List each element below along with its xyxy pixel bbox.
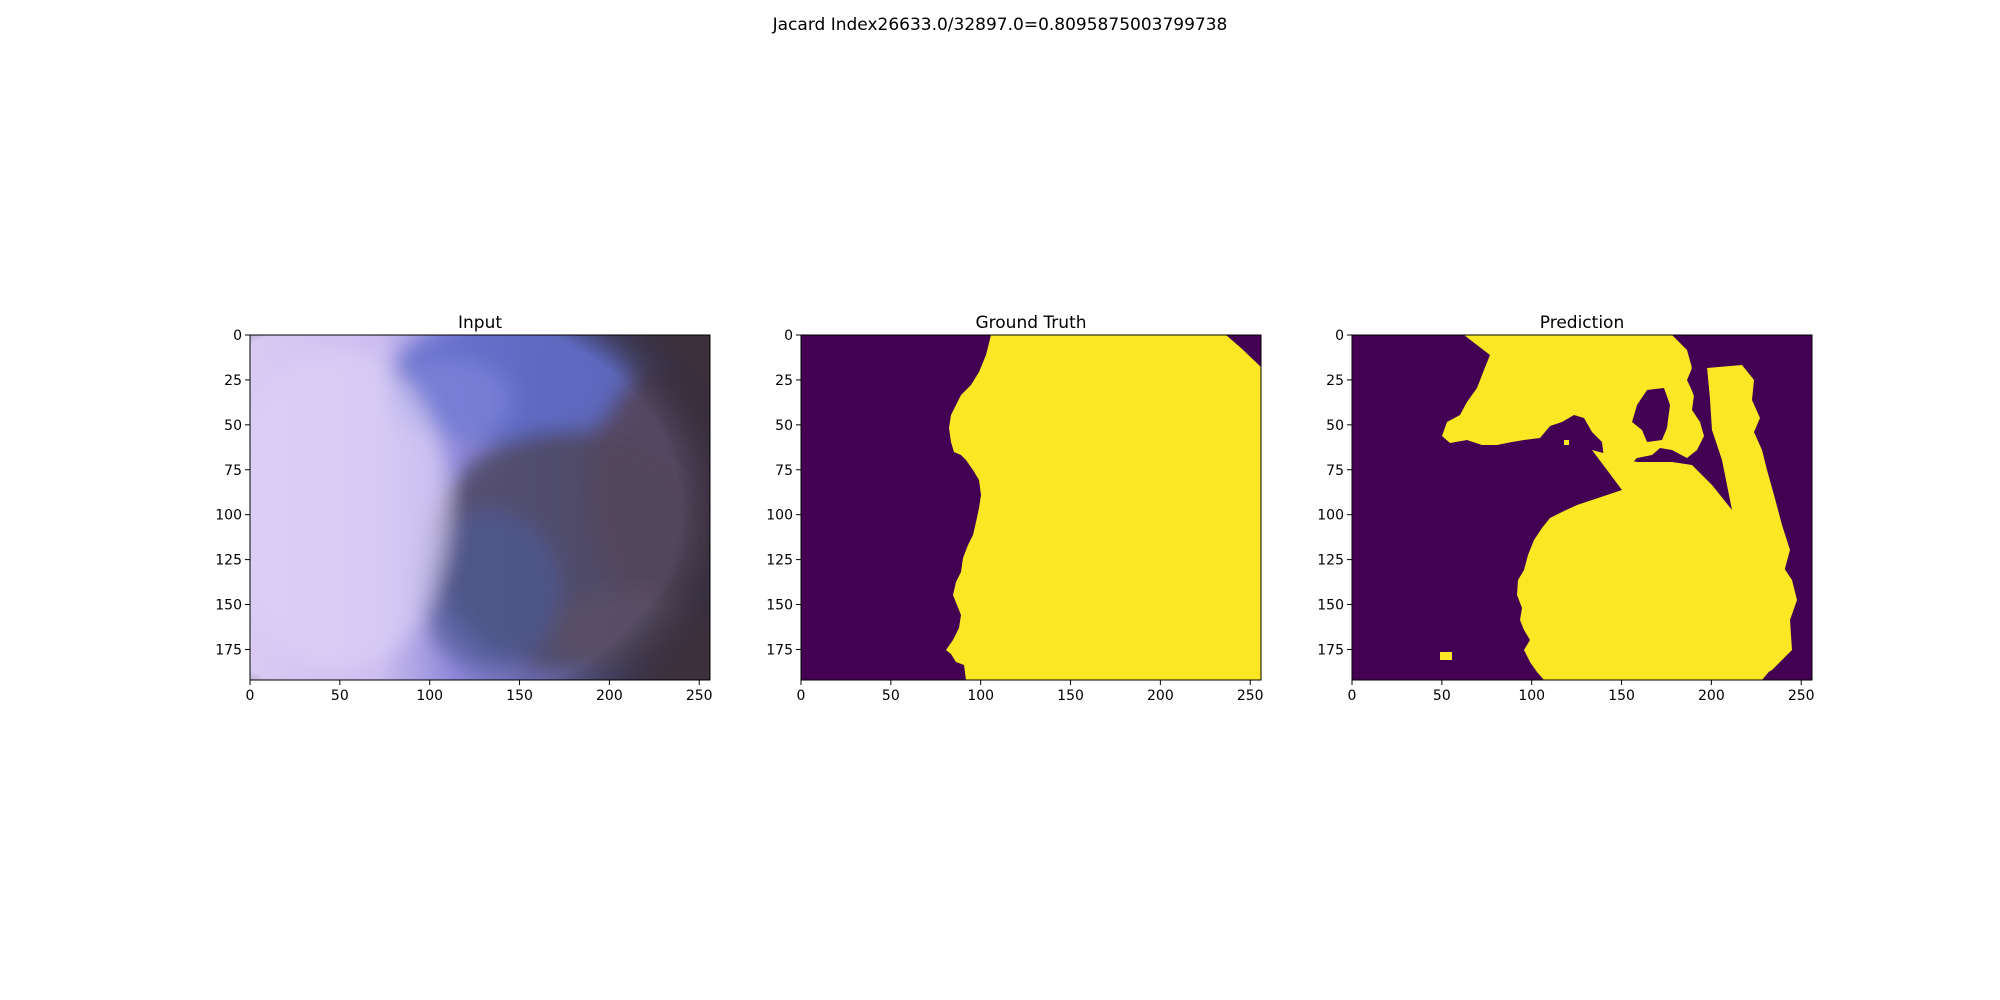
- x-axis: 0 50 100 150 200 250: [246, 680, 713, 704]
- y-axis: 0 25 50 75 100 125 150 175: [1317, 328, 1352, 658]
- x-tick-label: 250: [1237, 688, 1264, 704]
- y-tick-label: 50: [224, 418, 242, 434]
- mask-region-upper: [1442, 335, 1704, 470]
- x-tick-label: 200: [1147, 688, 1174, 704]
- x-tick-label: 50: [882, 688, 900, 704]
- panel-prediction-svg: Prediction 0 50 100 150 200 250 0 25 50: [1317, 313, 1815, 704]
- x-axis: 0 50 100 150 200 250: [797, 680, 1264, 704]
- y-tick-label: 125: [215, 553, 242, 569]
- x-tick-label: 100: [416, 688, 443, 704]
- x-tick-label: 100: [967, 688, 994, 704]
- panel-prediction: Prediction 0 50 100 150 200 250 0 25 50: [1292, 310, 1815, 710]
- panel-title: Prediction: [1540, 313, 1624, 333]
- y-tick-label: 175: [1317, 642, 1344, 658]
- input-image: [250, 335, 710, 680]
- mask-hole: [1690, 365, 1710, 405]
- y-tick-label: 25: [775, 373, 793, 389]
- mask-hole: [1632, 388, 1670, 442]
- y-tick-label: 100: [1317, 508, 1344, 524]
- axes-frame: [1351, 334, 1813, 681]
- y-tick-label: 25: [224, 373, 242, 389]
- mask-speck: [1527, 370, 1533, 380]
- panel-title: Input: [458, 313, 502, 333]
- x-axis: 0 50 100 150 200 250: [1348, 680, 1815, 704]
- y-tick-label: 0: [233, 328, 242, 344]
- y-tick-label: 125: [1317, 553, 1344, 569]
- axes-frame: [800, 334, 1262, 681]
- x-tick-label: 150: [1608, 688, 1635, 704]
- y-tick-label: 150: [766, 598, 793, 614]
- y-tick-label: 0: [1335, 328, 1344, 344]
- x-tick-label: 50: [331, 688, 349, 704]
- y-tick-label: 175: [215, 642, 242, 658]
- y-tick-label: 100: [766, 508, 793, 524]
- y-tick-label: 50: [1326, 418, 1344, 434]
- y-tick-label: 125: [766, 553, 793, 569]
- x-tick-label: 100: [1518, 688, 1545, 704]
- y-axis: 0 25 50 75 100 125 150 175: [215, 328, 250, 658]
- figure-suptitle: Jacard Index26633.0/32897.0=0.8095875003…: [772, 15, 1228, 35]
- x-tick-label: 200: [1698, 688, 1725, 704]
- axes-frame: [249, 334, 711, 681]
- x-tick-label: 50: [1433, 688, 1451, 704]
- panel-input: Input 0 50 100 150 200 250 0 25 50 75 100 125 150 17…: [190, 310, 713, 710]
- x-tick-label: 150: [1057, 688, 1084, 704]
- panel-ground-truth-svg: Ground Truth 0 50 100 150 200 250 0 25 50 75 100 1…: [766, 313, 1264, 704]
- panel-input-svg: Input 0 50 100 150 200 250 0 25 50 75 100 125 150 17…: [215, 313, 713, 704]
- y-tick-label: 150: [1317, 598, 1344, 614]
- y-tick-label: 0: [784, 328, 793, 344]
- mask-speck: [1501, 340, 1511, 348]
- x-tick-label: 0: [797, 688, 806, 704]
- mask-region-lower: [1517, 450, 1797, 680]
- x-tick-label: 250: [686, 688, 713, 704]
- y-tick-label: 100: [215, 508, 242, 524]
- panel-title: Ground Truth: [975, 313, 1086, 333]
- x-tick-label: 150: [506, 688, 533, 704]
- y-tick-label: 50: [775, 418, 793, 434]
- prediction-mask: [1352, 335, 1812, 680]
- x-tick-label: 0: [1348, 688, 1357, 704]
- x-tick-label: 200: [596, 688, 623, 704]
- mask-speck: [1564, 440, 1569, 445]
- x-tick-label: 0: [246, 688, 255, 704]
- y-tick-label: 75: [1326, 463, 1344, 479]
- y-tick-label: 175: [766, 642, 793, 658]
- y-tick-label: 150: [215, 598, 242, 614]
- ground-truth-mask: [801, 335, 1261, 680]
- x-tick-label: 250: [1788, 688, 1815, 704]
- mask-region: [946, 335, 1261, 680]
- y-axis: 0 25 50 75 100 125 150 175: [766, 328, 801, 658]
- y-tick-label: 75: [224, 463, 242, 479]
- mask-speck: [1440, 652, 1452, 660]
- y-tick-label: 25: [1326, 373, 1344, 389]
- y-tick-label: 75: [775, 463, 793, 479]
- panel-ground-truth: Ground Truth 0 50 100 150 200 250 0 25 50 75 100 1…: [741, 310, 1264, 710]
